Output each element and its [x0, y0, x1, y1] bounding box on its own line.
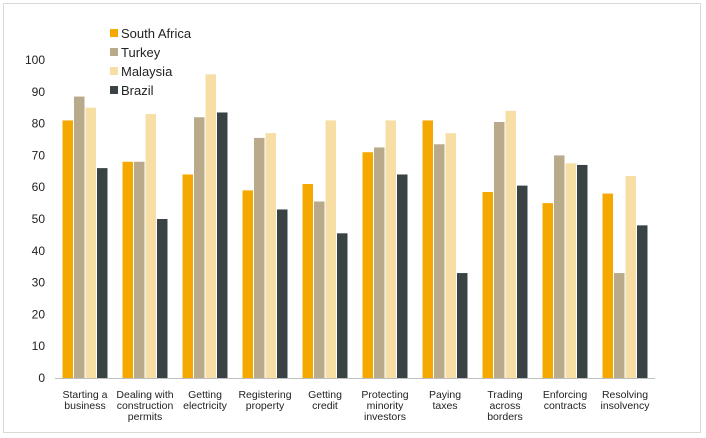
bar: [457, 273, 468, 378]
legend-swatch: [110, 86, 118, 94]
bar: [374, 147, 385, 378]
bar: [434, 144, 445, 378]
bar: [362, 152, 373, 378]
bar: [505, 110, 516, 378]
y-tick-label: 10: [32, 339, 46, 353]
y-tick-label: 50: [32, 212, 46, 226]
x-tick-label: Getting credit: [308, 389, 342, 412]
legend: South Africa Turkey Malaysia Brazil: [110, 26, 192, 98]
bar: [482, 191, 493, 378]
x-axis-labels: Starting a business Dealing with constructi…: [63, 389, 651, 423]
bar: [577, 164, 588, 378]
bar: [565, 163, 576, 378]
bar: [602, 193, 613, 378]
legend-label: Brazil: [121, 83, 154, 98]
legend-label: South Africa: [121, 26, 192, 41]
bar: [314, 201, 325, 378]
bar: [62, 120, 73, 379]
y-tick-label: 40: [32, 244, 46, 258]
bar: [242, 190, 253, 378]
y-tick-label: 80: [32, 117, 46, 131]
bar: [494, 122, 505, 378]
y-tick-label: 90: [32, 85, 46, 99]
bar: [254, 137, 265, 378]
bars: [62, 74, 648, 379]
bar: [217, 112, 228, 378]
bar: [422, 120, 433, 379]
bar: [397, 174, 408, 378]
x-tick-label: Getting electricity: [183, 389, 228, 412]
x-tick-label: Registering property: [238, 389, 291, 412]
bar: [145, 114, 156, 378]
bar: [277, 209, 288, 378]
x-tick-label: Dealing with construction permits: [116, 389, 173, 423]
x-tick-label: Trading across borders: [487, 389, 523, 423]
x-tick-label: Paying taxes: [429, 389, 461, 412]
x-tick-label: Protecting minority investors: [361, 389, 408, 423]
bar: [517, 185, 528, 378]
bar: [122, 161, 133, 378]
legend-label: Turkey: [121, 45, 161, 60]
bar: [337, 233, 348, 378]
bar: [554, 155, 565, 378]
bar: [74, 96, 85, 378]
bar: [325, 120, 336, 379]
bar: [445, 133, 456, 378]
bar: [97, 168, 108, 378]
bar: [182, 174, 193, 378]
bar: [194, 117, 205, 379]
bar: [157, 219, 168, 378]
bar: [85, 107, 96, 378]
legend-swatch: [110, 29, 118, 37]
bar: [614, 273, 625, 378]
y-axis-ticks: 0 10 20 30 40 50 60 70 80 90 100: [25, 53, 45, 385]
bar: [134, 161, 145, 378]
x-tick-label: Resolving insolvency: [600, 389, 650, 412]
bar: [637, 225, 648, 378]
y-tick-label: 30: [32, 276, 46, 290]
bar: [265, 133, 276, 378]
bar: [542, 203, 553, 378]
legend-swatch: [110, 48, 118, 56]
x-tick-label: Enforcing contracts: [543, 389, 588, 412]
legend-label: Malaysia: [121, 64, 173, 79]
x-tick-label: Starting a business: [63, 389, 108, 412]
y-tick-label: 100: [25, 53, 45, 67]
bar: [385, 120, 396, 379]
bar: [302, 184, 313, 378]
y-tick-label: 0: [38, 371, 45, 385]
y-tick-label: 20: [32, 307, 46, 321]
bar: [625, 176, 636, 378]
y-tick-label: 70: [32, 148, 46, 162]
bar: [205, 74, 216, 378]
y-tick-label: 60: [32, 180, 46, 194]
legend-swatch: [110, 67, 118, 75]
